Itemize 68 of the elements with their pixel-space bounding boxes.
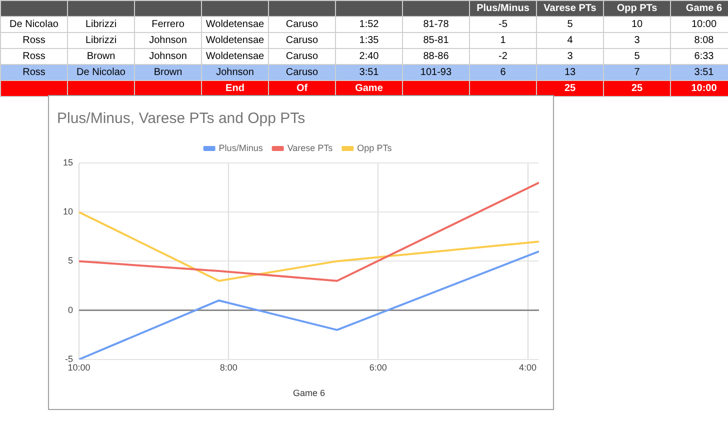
- text: Caruso: [268, 48, 336, 64]
- legend-label: Opp PTs: [357, 142, 392, 153]
- text: 6:33: [670, 48, 728, 64]
- text: Ross: [0, 32, 68, 48]
- text: 1:35: [336, 32, 402, 48]
- y-tick-label: 10: [62, 206, 74, 217]
- text: End: [202, 80, 268, 96]
- text: Ross: [0, 64, 68, 80]
- text: 101-93: [402, 64, 470, 80]
- text: 1: [470, 32, 536, 48]
- text: 85-81: [402, 32, 470, 48]
- text: 3: [536, 48, 604, 64]
- x-tick-label: 8:00: [220, 362, 238, 372]
- text: Caruso: [268, 64, 336, 80]
- text: 1:52: [336, 16, 402, 32]
- text: 5: [536, 16, 604, 32]
- text: 88-86: [402, 48, 470, 64]
- text: 6: [470, 64, 536, 80]
- text: Game 6: [670, 0, 728, 16]
- text: 3: [604, 32, 670, 48]
- text: Opp PTs: [604, 0, 670, 16]
- text: Plus/Minus: [470, 0, 536, 16]
- text: 3:51: [670, 64, 728, 80]
- text: Ferrero: [134, 16, 202, 32]
- text: 25: [604, 80, 670, 96]
- text: 5: [604, 48, 670, 64]
- text: 4: [536, 32, 604, 48]
- y-tick-label: 5: [68, 256, 74, 266]
- text: Woldetensae: [202, 32, 268, 48]
- text: Librizzi: [68, 32, 134, 48]
- text: Woldetensae: [202, 16, 268, 32]
- legend-label: Plus/Minus: [218, 142, 264, 153]
- chart-title: Plus/Minus, Varese PTs and Opp PTs: [57, 110, 306, 128]
- text: Of: [268, 80, 336, 96]
- text: Johnson: [134, 48, 202, 64]
- x-tick-label: 4:00: [519, 362, 537, 372]
- text: Caruso: [268, 32, 336, 48]
- y-tick-label: 0: [68, 304, 74, 315]
- text: 7: [604, 64, 670, 80]
- text: Game: [336, 80, 402, 96]
- x-tick-label: 10:00: [68, 362, 90, 372]
- text: Varese PTs: [536, 0, 604, 16]
- text: -2: [470, 48, 536, 64]
- text: Librizzi: [68, 16, 134, 32]
- text: Johnson: [202, 64, 268, 80]
- text: 13: [536, 64, 604, 80]
- text: De Nicolao: [0, 16, 68, 32]
- y-tick-label: -5: [64, 354, 74, 364]
- text: 8:08: [670, 32, 728, 48]
- text: 10:00: [670, 16, 728, 32]
- text: 10:00: [670, 80, 728, 96]
- text: 2:40: [336, 48, 402, 64]
- text: Brown: [134, 64, 202, 80]
- text: Johnson: [134, 32, 202, 48]
- text: Ross: [0, 48, 68, 64]
- text: 3:51: [336, 64, 402, 80]
- text: 81-78: [402, 16, 470, 32]
- x-tick-label: 6:00: [369, 362, 387, 372]
- text: De Nicolao: [68, 64, 134, 80]
- text: -5: [470, 16, 536, 32]
- x-axis-title: Game 6: [293, 388, 326, 398]
- text: Caruso: [268, 16, 336, 32]
- legend-label: Varese PTs: [287, 142, 334, 153]
- text: 10: [604, 16, 670, 32]
- text: Brown: [68, 48, 134, 64]
- text: 25: [536, 80, 604, 96]
- y-tick-label: 15: [62, 157, 74, 168]
- text: Woldetensae: [202, 48, 268, 64]
